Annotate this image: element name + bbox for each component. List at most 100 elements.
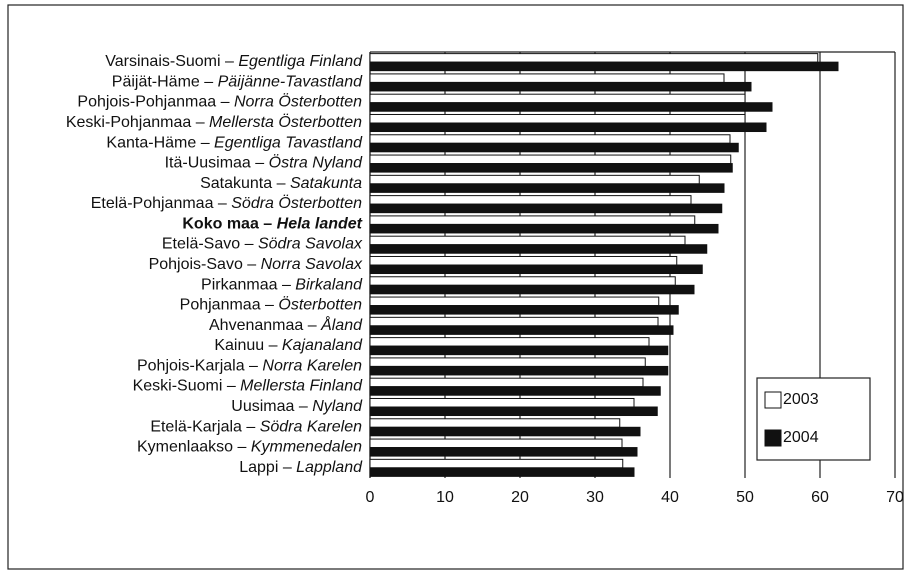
y-tick-label: Pohjois-Pohjanmaa – Norra Österbotten [77,93,362,111]
y-tick-label: Päijät-Häme – Päijänne-Tavastland [112,74,363,91]
bar [369,426,641,437]
bar [369,113,746,124]
bar [369,102,773,112]
bar [369,53,819,63]
bar [369,345,669,356]
label-fi: Etelä-Pohjanmaa – [91,195,232,212]
label-sv: Egentliga Tavastland [214,135,363,152]
label-fi: Varsinais-Suomi – [105,53,238,70]
bar [369,142,739,153]
bar [369,73,725,83]
bar [369,458,624,469]
bar [369,377,644,388]
label-sv: Lappland [296,459,363,476]
bar [369,223,719,234]
bar [369,163,733,173]
label-fi: Uusimaa – [231,398,312,415]
bar [369,438,623,449]
label-sv: Södra Karelen [260,419,362,436]
bar [369,235,686,246]
label-fi: Etelä-Karjala – [150,419,259,436]
x-tick-label: 60 [811,489,829,506]
bar [369,325,674,335]
label-fi: Pohjois-Savo – [149,256,261,273]
label-fi: Lappi – [239,459,296,476]
label-sv: Södra Savolax [258,236,363,253]
x-tick-label: 50 [736,489,754,506]
label-sv: Mellersta Österbotten [209,113,362,131]
label-sv: Nyland [312,398,363,415]
label-fi: Pirkanmaa – [201,277,295,294]
bar [369,195,692,205]
legend-label: 2003 [783,391,819,408]
label-sv: Egentliga Finland [238,53,363,70]
bar [369,337,650,347]
y-tick-label: Kymenlaakso – Kymmenedalen [137,439,362,456]
y-tick-label: Pirkanmaa – Birkaland [201,277,363,294]
y-tick-label: Itä-Uusimaa – Östra Nyland [165,154,364,172]
legend-label: 2004 [783,429,819,446]
legend-swatch [764,429,782,447]
label-fi: Keski-Suomi – [133,378,241,395]
label-fi: Pohjois-Karjala – [137,358,262,375]
label-fi: Koko maa – [182,216,276,233]
bar [369,244,708,254]
y-tick-label: Keski-Pohjanmaa – Mellersta Österbotten [66,113,362,131]
y-tick-label: Lappi – Lappland [239,459,363,476]
bar [369,174,700,185]
x-tick-label: 40 [661,489,679,506]
bar [369,276,676,286]
y-tick-label: Pohjois-Savo – Norra Savolax [149,256,363,273]
label-sv: Päijänne-Tavastland [218,74,364,91]
x-tick-label: 20 [511,489,529,506]
bar [369,316,659,327]
y-tick-label: Keski-Suomi – Mellersta Finland [133,378,364,395]
x-tick-label: 30 [586,489,604,506]
x-tick-label: 10 [436,489,454,506]
label-sv: Mellersta Finland [240,378,363,395]
bar [369,386,661,396]
label-sv: Åland [320,315,363,334]
legend-swatch [764,391,782,409]
label-fi: Pohjanmaa – [180,297,279,314]
y-tick-label: Etelä-Savo – Södra Savolax [162,236,363,253]
x-tick-label: 0 [366,489,375,506]
label-fi: Kymenlaakso – [137,439,251,456]
y-tick-label: Pohjanmaa – Österbotten [180,296,362,314]
bar [369,93,746,104]
y-tick-label: Satakunta – Satakunta [200,175,362,192]
label-fi: Itä-Uusimaa – [165,155,269,172]
label-sv: Satakunta [290,175,362,192]
bar [369,255,678,266]
label-fi: Pohjois-Pohjanmaa – [77,94,234,111]
bar [369,365,669,376]
label-sv: Östra Nyland [269,154,363,172]
bar [369,203,723,214]
bar [369,397,635,408]
label-sv: Birkaland [295,277,363,294]
label-fi: Kanta-Häme – [106,135,214,152]
label-sv: Kymmenedalen [251,439,362,456]
label-sv: Norra Savolax [261,256,363,273]
bar [369,406,658,417]
label-fi: Kainuu – [214,337,282,354]
label-sv: Norra Österbotten [234,93,362,111]
bar [369,134,731,144]
bar [369,122,767,133]
label-sv: Hela landet [277,216,363,233]
bar [369,296,660,307]
label-sv: Norra Karelen [262,358,362,375]
bar [369,154,732,165]
bar [369,447,638,457]
y-tick-label: Etelä-Pohjanmaa – Södra Österbotten [91,194,362,212]
label-sv: Österbotten [278,296,362,314]
bar [369,61,839,72]
y-tick-label: Uusimaa – Nyland [231,398,363,415]
y-tick-label: Kainuu – Kajanaland [214,337,363,354]
x-tick-label: 70 [886,489,904,506]
label-sv: Kajanaland [282,337,363,354]
frame [7,4,904,570]
bar [369,215,696,225]
label-fi: Etelä-Savo – [162,236,258,253]
